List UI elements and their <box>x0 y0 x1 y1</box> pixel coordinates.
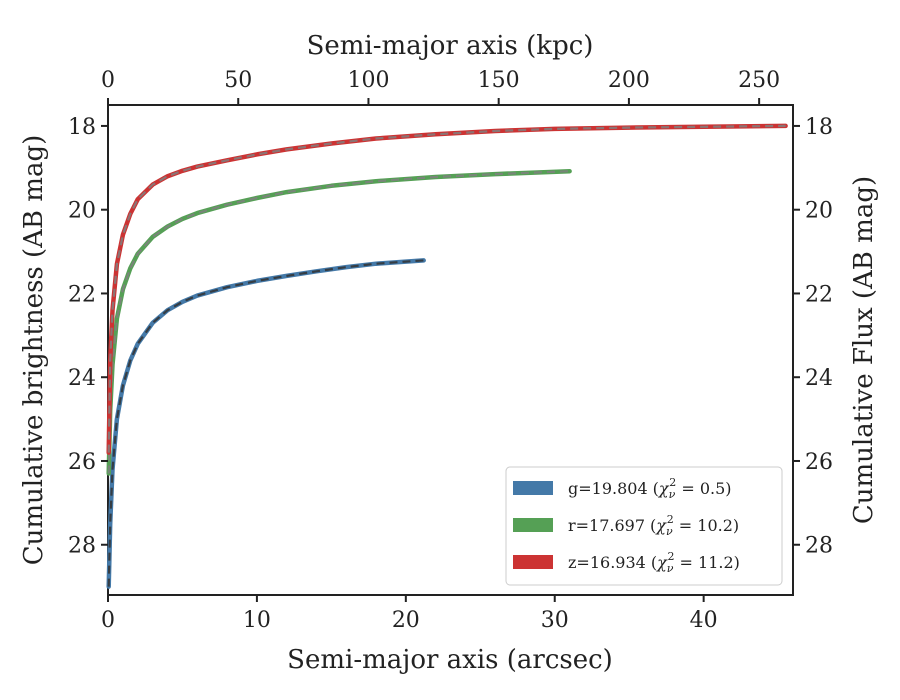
x-axis-title: Semi-major axis (arcsec) <box>287 645 613 675</box>
x-tick-label: 0 <box>101 608 115 633</box>
legend-swatch-r <box>513 518 553 532</box>
y2-tick-label: 20 <box>805 199 833 224</box>
y-tick-label: 18 <box>68 115 96 140</box>
series-line-g <box>106 258 426 589</box>
legend: g=19.804 (χν2 = 0.5) r=17.697 (χν2 = 10.2)… <box>505 466 783 586</box>
series-line-r <box>106 168 572 476</box>
model-line-r <box>107 170 570 474</box>
x2-tick-label: 50 <box>224 68 252 93</box>
legend-chi-r: χ <box>655 516 667 535</box>
y-tick-label: 20 <box>68 199 96 224</box>
legend-chi-sup-r: 2 <box>667 513 674 526</box>
x-tick-label: 20 <box>392 608 420 633</box>
x2-tick-label: 200 <box>608 68 650 93</box>
legend-swatch-g <box>513 481 553 495</box>
legend-label-g: g=19.804 (χν2 = 0.5) <box>568 476 732 501</box>
legend-chi-g: χ <box>658 479 670 498</box>
legend-chi-sub-r: ν <box>666 525 673 538</box>
legend-entry-r: r=17.697 (χν2 = 10.2) <box>513 513 739 538</box>
x2-tick-label: 150 <box>478 68 520 93</box>
legend-name-r: r=17.697 <box>568 516 645 535</box>
legend-chi-sub-g: ν <box>669 488 676 501</box>
x2-tick-label: 0 <box>101 68 115 93</box>
series-layer <box>106 123 788 589</box>
legend-chi-value-g: = 0.5) <box>676 479 731 498</box>
legend-swatch-z <box>513 555 553 569</box>
y2-tick-label: 26 <box>805 450 833 475</box>
y2-tick-label: 28 <box>805 534 833 559</box>
x2-tick-label: 100 <box>347 68 389 93</box>
y-tick-label: 22 <box>68 282 96 307</box>
y2-tick-label: 22 <box>805 282 833 307</box>
legend-chi-sub-z: ν <box>667 562 674 575</box>
model-line-z <box>107 124 786 453</box>
legend-label-r: r=17.697 (χν2 = 10.2) <box>568 513 739 538</box>
legend-chi-value-r: = 10.2) <box>674 516 739 535</box>
legend-label-z: z=16.934 (χν2 = 11.2) <box>568 550 740 575</box>
legend-chi-sup-g: 2 <box>669 476 676 489</box>
legend-entry-z: z=16.934 (χν2 = 11.2) <box>513 550 740 575</box>
y-tick-label: 24 <box>68 366 96 391</box>
x2-axis-title: Semi-major axis (kpc) <box>307 31 594 61</box>
y-axis-title: Cumulative brightness (AB mag) <box>19 135 49 566</box>
legend-chi-sup-z: 2 <box>667 550 674 563</box>
x-tick-label: 30 <box>541 608 569 633</box>
legend-entry-g: g=19.804 (χν2 = 0.5) <box>513 476 732 501</box>
y-tick-label: 28 <box>68 534 96 559</box>
model-line-g <box>107 259 424 587</box>
y2-tick-label: 24 <box>805 366 833 391</box>
legend-chi-z: χ <box>656 553 668 572</box>
legend-box <box>505 466 783 586</box>
plot-frame <box>107 104 794 596</box>
legend-name-g: g=19.804 <box>568 479 648 498</box>
legend-name-z: z=16.934 <box>568 553 646 572</box>
y-tick-label: 26 <box>68 450 96 475</box>
x-tick-label: 40 <box>690 608 718 633</box>
legend-chi-value-z: = 11.2) <box>674 553 739 572</box>
x-tick-label: 10 <box>243 608 271 633</box>
y2-axis-title: Cumulative Flux (AB mag) <box>849 176 879 524</box>
y2-tick-label: 18 <box>805 115 833 140</box>
x2-tick-label: 250 <box>738 68 780 93</box>
